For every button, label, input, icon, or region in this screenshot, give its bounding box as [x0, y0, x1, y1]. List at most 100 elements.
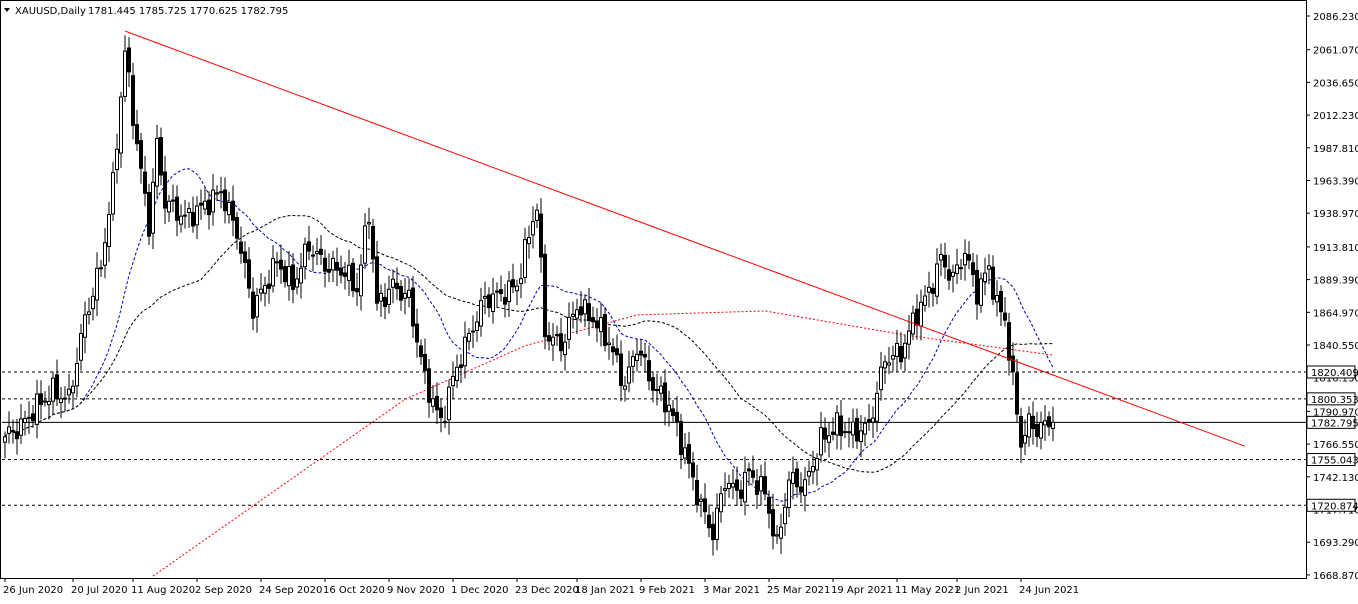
candle — [575, 298, 579, 335]
candle — [611, 338, 615, 366]
candle — [627, 351, 631, 393]
candle-body — [75, 362, 79, 387]
candle-body — [615, 348, 619, 356]
candle — [411, 276, 415, 338]
candle-body — [67, 388, 71, 396]
candle — [655, 373, 659, 406]
candle-body — [547, 335, 551, 342]
x-tick-label: 2 Sep 2020 — [195, 585, 252, 596]
candle — [783, 493, 787, 536]
candle — [1039, 411, 1043, 450]
candle-body — [607, 342, 611, 346]
triangle-down-icon[interactable] — [4, 8, 10, 12]
candle-body — [831, 431, 835, 435]
y-tick-label: 1840.550 — [1313, 341, 1358, 352]
candle — [291, 253, 295, 304]
candle-body — [903, 342, 907, 359]
candle-body — [603, 314, 607, 346]
candle-body — [995, 295, 999, 303]
candle — [531, 206, 535, 249]
candle-body — [879, 366, 883, 391]
candle-body — [187, 208, 191, 214]
x-tick-label: 23 Dec 2020 — [515, 585, 579, 596]
candle-body — [715, 507, 719, 540]
candle-body — [315, 251, 319, 255]
candle — [651, 371, 655, 403]
candle — [187, 202, 191, 228]
candle-body — [271, 258, 275, 287]
candle-body — [1043, 420, 1047, 426]
candle-body — [675, 411, 679, 423]
candle-body — [959, 267, 963, 270]
candle-body — [471, 330, 475, 333]
candle-body — [279, 259, 283, 270]
candle-body — [259, 288, 263, 294]
candle — [439, 399, 443, 433]
candle-body — [107, 214, 111, 247]
candle — [947, 254, 951, 290]
candle — [955, 248, 959, 285]
price-level-box — [1306, 415, 1356, 429]
candle-body — [123, 50, 127, 97]
candle — [435, 382, 439, 425]
candle-body — [599, 317, 603, 333]
candle — [11, 419, 15, 444]
candle — [711, 511, 715, 556]
candle-body — [335, 261, 339, 271]
x-tick-label: 9 Feb 2021 — [639, 585, 695, 596]
candle-body — [643, 353, 647, 358]
candle — [239, 226, 243, 264]
candle — [547, 322, 551, 351]
candle-body — [727, 482, 731, 489]
candle-body — [239, 241, 243, 254]
candle — [263, 276, 267, 307]
price-level-label: 1755.043 — [1311, 456, 1358, 467]
candle-body — [367, 222, 371, 225]
price-level-box — [1306, 453, 1356, 467]
y-tick-label: 1816.130 — [1313, 374, 1358, 385]
candle — [71, 379, 75, 409]
candle-body — [411, 287, 415, 327]
candle-body — [631, 356, 635, 367]
candle-body — [787, 479, 791, 509]
y-tick-label: 1963.390 — [1313, 177, 1358, 188]
candle-body — [135, 124, 139, 145]
candle — [387, 275, 391, 314]
candle — [515, 279, 519, 306]
candle-body — [979, 278, 983, 306]
candle-body — [71, 385, 75, 394]
axes — [0, 0, 1307, 579]
candle-body — [227, 201, 231, 216]
candle — [559, 317, 563, 362]
candle-body — [295, 278, 299, 288]
candle — [779, 513, 783, 554]
candle — [623, 376, 627, 402]
candle — [823, 417, 827, 453]
candle-body — [807, 470, 811, 477]
candle-body — [487, 294, 491, 309]
candle — [327, 253, 331, 283]
candle-body — [163, 171, 167, 209]
candle-body — [435, 395, 439, 411]
y-tick-label: 2012.230 — [1313, 111, 1358, 122]
candle — [703, 483, 707, 524]
candle-body — [683, 447, 687, 459]
candle — [499, 275, 503, 302]
candle — [1035, 411, 1039, 448]
candle-body — [379, 292, 383, 302]
candle — [139, 132, 143, 184]
candle — [1007, 312, 1011, 376]
candle — [831, 417, 835, 441]
candle — [91, 287, 95, 321]
candle-body — [179, 215, 183, 225]
y-tick-label: 2086.230 — [1313, 12, 1358, 23]
candle-body — [139, 140, 143, 169]
candle-body — [1011, 355, 1015, 373]
candle — [231, 185, 235, 237]
candle-body — [951, 271, 955, 277]
candle — [171, 184, 175, 213]
candle-body — [587, 303, 591, 322]
